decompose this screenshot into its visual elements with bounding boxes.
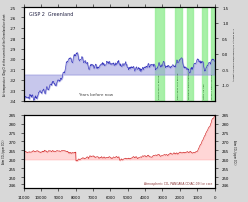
Y-axis label: Atm CO₂ (ppm CO₂): Atm CO₂ (ppm CO₂) [232,139,236,164]
Text: Dark ages cold period: Dark ages cold period [178,73,179,99]
Bar [187,8,193,101]
Text: GISP 2  Greenland: GISP 2 Greenland [29,12,74,17]
Bar [202,8,207,101]
Y-axis label: Air temperature (Deg C) at the summit of the Greenland ice sheet: Air temperature (Deg C) at the summit of… [3,14,7,96]
Bar [175,8,182,101]
Text: Atmospheric CO₂ PANGAEA CDIAC-09 Ice core: Atmospheric CO₂ PANGAEA CDIAC-09 Ice cor… [144,181,213,185]
Bar [211,8,215,101]
Bar [155,8,164,101]
Y-axis label: C 13 Deg C/C 12 temperature anomaly (deg C): C 13 Deg C/C 12 temperature anomaly (deg… [232,28,234,81]
Y-axis label: Atm CO₂ (ppm CO₂): Atm CO₂ (ppm CO₂) [2,139,6,164]
Text: Roman warm period: Roman warm period [159,75,160,99]
Text: Years before now: Years before now [79,92,114,96]
Text: Little Ice Age: Little Ice Age [204,83,205,99]
Text: Medieval warm period: Medieval warm period [189,72,190,99]
Text: Modern warm period: Modern warm period [212,74,213,99]
